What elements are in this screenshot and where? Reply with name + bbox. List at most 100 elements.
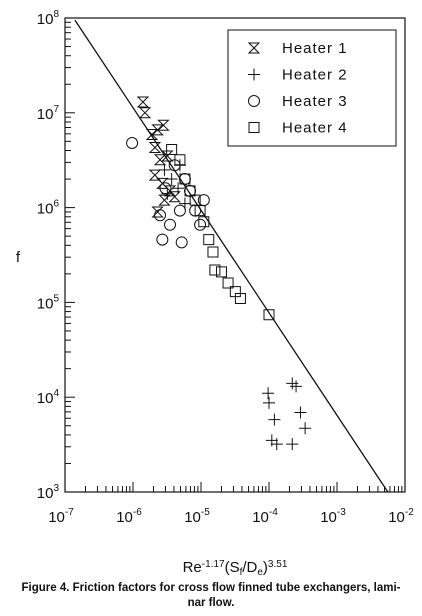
- data-point: [168, 191, 181, 203]
- data-point: [286, 438, 299, 451]
- data-point: [156, 177, 169, 189]
- tick-base: 10: [37, 295, 54, 312]
- tick-label: 10-5: [184, 507, 210, 526]
- data-point: [151, 124, 164, 136]
- tick-exponent: -2: [405, 507, 414, 518]
- data-point: [215, 266, 227, 278]
- data-point: [163, 185, 177, 197]
- tick-base: 10: [37, 485, 54, 502]
- tick-label: 10-6: [116, 507, 142, 526]
- tick-base: 10: [37, 11, 54, 28]
- tick-base: 10: [388, 509, 405, 526]
- data-point: [145, 129, 159, 141]
- tick-label: 106: [37, 199, 60, 218]
- tick-exponent: -5: [201, 507, 210, 518]
- tick-label: 107: [37, 104, 60, 123]
- data-point: [166, 144, 178, 156]
- data-point: [209, 264, 221, 276]
- x-label-part: ): [263, 559, 268, 576]
- tick-label: 10-3: [320, 507, 346, 526]
- tick-exponent: 6: [53, 199, 59, 210]
- data-point: [203, 234, 215, 246]
- data-point: [299, 422, 312, 435]
- tick-label: 10-4: [252, 507, 278, 526]
- tick-label: 105: [37, 293, 60, 312]
- data-point: [194, 218, 207, 231]
- legend-symbol: [248, 95, 260, 107]
- tick-label: 10-7: [48, 507, 74, 526]
- x-label-part: /D: [242, 559, 257, 576]
- data-point: [268, 413, 281, 426]
- data-point: [161, 150, 174, 162]
- tick-label: 103: [37, 483, 60, 502]
- legend-symbol: [248, 68, 260, 81]
- data-point: [194, 205, 206, 217]
- tick-label: 108: [37, 9, 60, 28]
- data-point: [163, 218, 176, 231]
- data-point: [126, 137, 139, 150]
- legend-symbol: [248, 122, 260, 133]
- y-axis-label: f: [16, 249, 21, 266]
- tick-label: 10-2: [388, 507, 414, 526]
- tick-base: 10: [252, 509, 269, 526]
- data-point: [184, 185, 196, 197]
- tick-exponent: 4: [53, 388, 59, 399]
- data-point: [207, 246, 219, 258]
- data-point: [157, 119, 170, 131]
- tick-exponent: -6: [133, 507, 142, 518]
- legend-label: Heater 2: [282, 67, 348, 84]
- tick-exponent: 3: [53, 483, 59, 494]
- tick-base: 10: [48, 509, 65, 526]
- data-point: [198, 216, 210, 228]
- data-point: [136, 96, 150, 108]
- tick-exponent: -3: [337, 507, 346, 518]
- x-label-part: Re: [183, 559, 202, 576]
- data-point: [154, 209, 167, 222]
- data-point: [151, 206, 164, 218]
- data-point: [270, 438, 283, 451]
- data-point: [156, 233, 169, 246]
- data-point: [158, 194, 171, 206]
- data-point: [165, 173, 178, 186]
- data-point: [159, 182, 172, 195]
- tick-base: 10: [37, 106, 54, 123]
- x-label-part: 3.51: [268, 559, 288, 570]
- caption-line: Figure 4. Friction factors for cross flo…: [22, 582, 401, 594]
- plot-frame: [64, 17, 406, 493]
- data-point: [158, 163, 171, 176]
- data-point: [265, 434, 278, 447]
- tick-exponent: -7: [65, 507, 74, 518]
- tick-label: 104: [37, 388, 60, 407]
- data-point: [173, 204, 186, 217]
- data-point: [174, 154, 186, 166]
- data-point: [179, 173, 191, 185]
- x-label-part: f: [240, 567, 243, 578]
- data-point: [263, 309, 275, 321]
- data-point: [263, 396, 275, 409]
- data-point: [148, 142, 162, 154]
- data-point: [229, 286, 241, 298]
- tick-exponent: 8: [53, 9, 59, 20]
- legend-label: Heater 3: [282, 93, 348, 110]
- data-point: [294, 406, 307, 419]
- data-point: [234, 292, 246, 304]
- legend-symbol: [247, 42, 261, 54]
- legend-label: Heater 4: [282, 120, 348, 137]
- tick-exponent: -4: [269, 507, 278, 518]
- x-label-part: -1.17: [202, 559, 225, 570]
- legend-label: Heater 1: [282, 40, 348, 57]
- tick-base: 10: [37, 201, 54, 218]
- x-label-part: (S: [225, 559, 240, 576]
- tick-exponent: 7: [53, 104, 59, 115]
- data-point: [175, 236, 188, 249]
- tick-exponent: 5: [53, 293, 59, 304]
- data-point: [222, 277, 234, 289]
- data-point: [138, 107, 152, 119]
- fit-line: [74, 19, 389, 493]
- x-axis-label: Re-1.17(Sf/De)3.51: [183, 559, 288, 579]
- data-point: [290, 380, 303, 393]
- tick-base: 10: [116, 509, 133, 526]
- tick-base: 10: [37, 390, 54, 407]
- tick-base: 10: [320, 509, 337, 526]
